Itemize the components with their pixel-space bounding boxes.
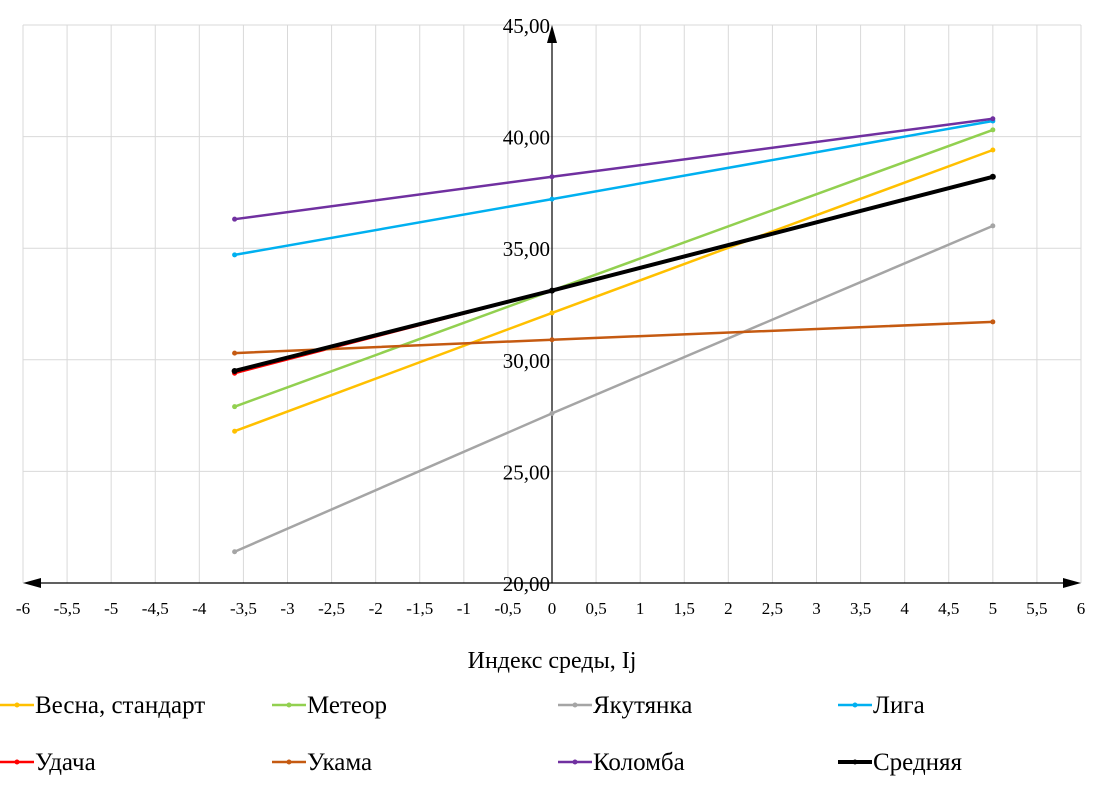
- x-tick-label: 4: [900, 599, 909, 618]
- data-point: [990, 223, 996, 229]
- series-lines: [231, 116, 996, 555]
- x-tick-label: -4: [192, 599, 207, 618]
- legend: Весна, стандарт Метеор Якутянка Лига Удача Ук…: [0, 692, 963, 776]
- legend-item: Укама: [272, 749, 372, 776]
- data-point: [231, 367, 238, 374]
- y-tick-label: 45,00: [503, 14, 550, 38]
- data-point: [232, 252, 238, 258]
- x-tick-label: -0,5: [494, 599, 521, 618]
- series-7: [232, 116, 996, 222]
- x-tick-label: 5: [989, 599, 998, 618]
- x-tick-label: 3,5: [850, 599, 871, 618]
- legend-item: Лига: [838, 692, 925, 719]
- x-tick-label: -3,5: [230, 599, 257, 618]
- x-tick-label: 1,5: [674, 599, 695, 618]
- x-tick-label: 3: [812, 599, 821, 618]
- data-point: [549, 196, 555, 202]
- legend-item: Метеор: [272, 692, 387, 719]
- series-1: [232, 147, 996, 434]
- x-tick-label: -1,5: [406, 599, 433, 618]
- legend-label: Якутянка: [593, 692, 692, 719]
- series-3: [232, 223, 996, 555]
- axes: [23, 25, 1081, 588]
- legend-marker: [852, 702, 858, 708]
- legend-label: Весна, стандарт: [35, 692, 205, 719]
- x-tick-label: -5: [104, 599, 118, 618]
- data-point: [549, 310, 555, 316]
- tick-labels: -6 -5,5 -5 -4,5 -4 -3,5 -3 -2,5 -2 -1,5 -1 -0,5 0 0,5…: [16, 14, 1085, 618]
- data-point: [989, 173, 996, 180]
- data-point: [232, 428, 238, 434]
- data-point: [549, 410, 555, 416]
- legend-marker: [286, 702, 292, 708]
- y-axis-arrow: [547, 25, 557, 43]
- legend-marker: [572, 759, 578, 765]
- data-point: [232, 350, 238, 356]
- legend-item: Якутянка: [558, 692, 692, 719]
- legend-marker: [852, 759, 858, 765]
- data-point: [990, 319, 996, 325]
- x-tick-label: 5,5: [1026, 599, 1047, 618]
- legend-label: Метеор: [307, 692, 387, 719]
- data-point: [990, 147, 996, 153]
- series-4: [232, 118, 996, 258]
- x-tick-label: 1: [636, 599, 645, 618]
- data-point: [232, 404, 238, 410]
- legend-label: Лига: [873, 692, 925, 719]
- data-point: [232, 549, 238, 555]
- series-line: [234, 148, 994, 433]
- legend-label: Средняя: [873, 749, 963, 776]
- y-tick-label: 20,00: [503, 572, 550, 596]
- x-tick-label: -1: [457, 599, 471, 618]
- series-8: [231, 173, 996, 374]
- data-point: [990, 116, 996, 122]
- series-line: [234, 119, 994, 257]
- legend-marker: [14, 702, 20, 708]
- x-tick-label: 2: [724, 599, 733, 618]
- legend-label: Укама: [307, 749, 372, 776]
- series-line: [234, 320, 993, 355]
- y-tick-label: 30,00: [503, 349, 550, 373]
- x-tick-label: -2: [369, 599, 383, 618]
- legend-label: Удача: [35, 749, 96, 776]
- data-point: [232, 216, 238, 222]
- y-tick-label: 35,00: [503, 237, 550, 261]
- legend-item: Весна, стандарт: [0, 692, 205, 719]
- series-line: [234, 128, 994, 408]
- legend-item: Средняя: [838, 749, 963, 776]
- x-tick-label: 0,5: [585, 599, 606, 618]
- x-tick-label: -6: [16, 599, 30, 618]
- x-tick-label: 2,5: [762, 599, 783, 618]
- data-point: [549, 287, 555, 294]
- legend-marker: [14, 759, 20, 765]
- x-tick-label: 4,5: [938, 599, 959, 618]
- data-point: [549, 174, 555, 180]
- x-tick-label: 0: [548, 599, 557, 618]
- x-tick-label: -3: [280, 599, 294, 618]
- x-axis-title: Индекс среды, Ij: [468, 648, 637, 674]
- x-axis-arrow-left: [23, 578, 41, 588]
- y-tick-label: 25,00: [503, 460, 550, 484]
- x-tick-label: -5,5: [54, 599, 81, 618]
- x-tick-label: -4,5: [142, 599, 169, 618]
- legend-item: Удача: [0, 749, 96, 776]
- data-point: [549, 337, 555, 343]
- legend-item: Коломба: [558, 749, 685, 776]
- series-6: [232, 319, 996, 356]
- legend-marker: [572, 702, 578, 708]
- legend-label: Коломба: [593, 749, 685, 776]
- data-point: [990, 127, 996, 133]
- x-tick-label: -2,5: [318, 599, 345, 618]
- x-axis-arrow-right: [1063, 578, 1081, 588]
- x-tick-label: 6: [1077, 599, 1086, 618]
- y-tick-label: 40,00: [503, 126, 550, 150]
- legend-marker: [286, 759, 292, 765]
